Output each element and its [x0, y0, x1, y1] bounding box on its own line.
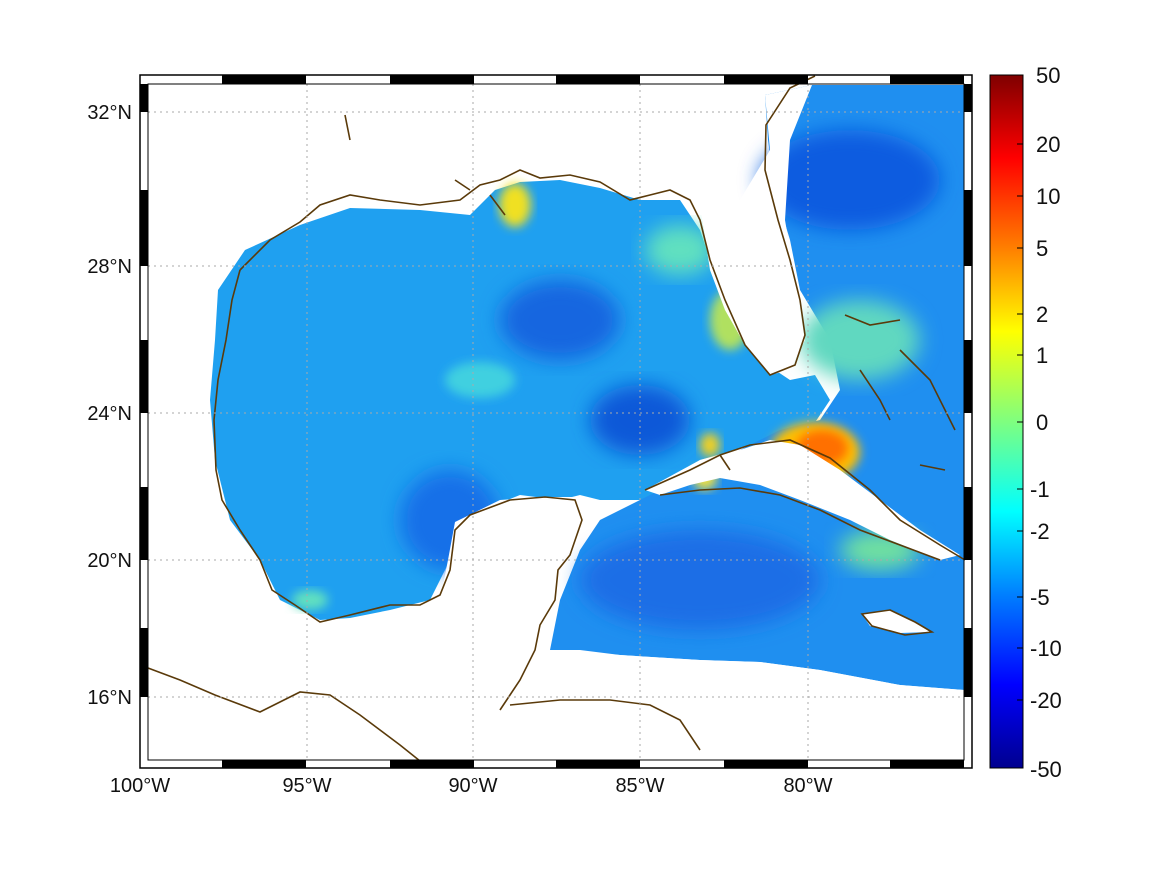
- lat-labels: 32°N 28°N 24°N 20°N 16°N: [87, 102, 132, 709]
- yucatan-land: [440, 497, 580, 660]
- colorbar-label-neg50: -50: [1030, 757, 1062, 782]
- lon-label-95w: 95°W: [282, 775, 331, 797]
- south-land: [148, 670, 430, 760]
- lat-label-32n: 32°N: [87, 102, 132, 124]
- central-america-land: [430, 650, 964, 760]
- islands-coastline: [344, 114, 731, 471]
- lon-label-90w: 90°W: [448, 775, 497, 797]
- mexico-coastline: [213, 269, 583, 711]
- map-frame: [139, 74, 973, 769]
- colorbar-label-neg20: -20: [1030, 688, 1062, 713]
- colorbar: 50 20 10 5 2 1 0 -1 -2 -5 -10 -20 -50: [989, 63, 1062, 782]
- jamaica-coastline: [860, 609, 935, 636]
- graticule: [148, 84, 964, 760]
- lat-label-16n: 16°N: [87, 687, 132, 709]
- lat-label-24n: 24°N: [87, 403, 132, 425]
- coastlines: [147, 75, 966, 766]
- gulf-field: [210, 180, 830, 620]
- colorbar-label-0: 0: [1036, 410, 1048, 435]
- colorbar-label-neg10: -10: [1030, 636, 1062, 661]
- lat-label-28n: 28°N: [87, 256, 132, 278]
- bahamas-coastline: [844, 314, 956, 471]
- colorbar-label-neg5: -5: [1030, 585, 1050, 610]
- colorbar-label-50: 50: [1036, 63, 1060, 88]
- colorbar-label-1: 1: [1036, 343, 1048, 368]
- lon-labels: 100°W 95°W 90°W 85°W 80°W: [110, 775, 833, 797]
- lat-label-20n: 20°N: [87, 550, 132, 572]
- data-field: [210, 85, 964, 690]
- colorbar-label-20: 20: [1036, 132, 1060, 157]
- honduras-coastline: [509, 699, 701, 751]
- cuba-coastline: [644, 439, 966, 561]
- lon-label-100w: 100°W: [110, 775, 170, 797]
- colorbar-label-2: 2: [1036, 302, 1048, 327]
- colorbar-label-5: 5: [1036, 236, 1048, 261]
- lon-label-80w: 80°W: [783, 775, 832, 797]
- lon-label-85w: 85°W: [615, 775, 664, 797]
- colorbar-label-10: 10: [1036, 184, 1060, 209]
- florida-land: [700, 85, 812, 375]
- us-gulf-coastline: [239, 75, 816, 376]
- colorbar-label-neg1: -1: [1030, 477, 1050, 502]
- central-america-coastline: [147, 667, 426, 766]
- colorbar-label-neg2: -2: [1030, 519, 1050, 544]
- cuba-land: [645, 440, 960, 560]
- land-mask: [148, 85, 964, 760]
